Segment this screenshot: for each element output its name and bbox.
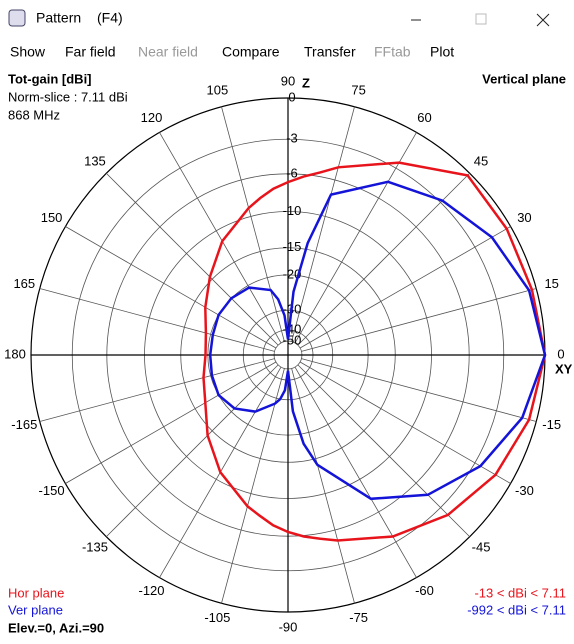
menu-item[interactable]: Plot bbox=[430, 44, 454, 60]
range-label: -13 < dBi < 7.11 bbox=[474, 585, 566, 600]
angle-tick-label: 150 bbox=[41, 210, 63, 225]
app-icon bbox=[8, 9, 26, 27]
angle-tick-label: -60 bbox=[415, 583, 434, 598]
pattern-line bbox=[208, 180, 547, 501]
angle-tick-label: -15 bbox=[542, 417, 561, 432]
angle-tick-label: -120 bbox=[138, 583, 164, 598]
footer: Elev.=0, Azi.=90 bbox=[8, 620, 104, 635]
angle-tick-label: 165 bbox=[13, 276, 35, 291]
menu-item: Near field bbox=[138, 44, 198, 60]
legend-entry: Hor plane bbox=[8, 585, 64, 600]
plane-label: Vertical plane bbox=[482, 71, 566, 86]
pattern-line bbox=[202, 161, 547, 542]
legend-entry: Ver plane bbox=[8, 602, 63, 617]
grid-spoke bbox=[65, 226, 277, 349]
chart-title: Tot-gain [dBi] bbox=[8, 71, 92, 86]
grid-spoke bbox=[294, 366, 417, 578]
grid-spoke bbox=[299, 226, 511, 349]
angle-tick-label: -165 bbox=[11, 417, 37, 432]
angle-tick-label: 0 bbox=[557, 346, 564, 361]
angle-tick-label: 60 bbox=[417, 110, 431, 125]
ring-tick-label: -15 bbox=[283, 239, 302, 254]
axis-label: Z bbox=[302, 75, 310, 90]
angle-tick-label: -105 bbox=[204, 610, 230, 625]
ring-tick-label: -3 bbox=[286, 131, 298, 146]
angle-tick-label: 15 bbox=[544, 276, 558, 291]
ring-tick-label: -6 bbox=[286, 165, 298, 180]
grid-spoke bbox=[291, 368, 355, 604]
window-title: Pattern bbox=[36, 10, 81, 26]
grid-spoke bbox=[221, 106, 285, 342]
menu-item: FFtab bbox=[374, 44, 411, 60]
grid-spoke bbox=[65, 361, 277, 484]
grid-spoke bbox=[39, 358, 275, 422]
angle-tick-label: 75 bbox=[351, 83, 365, 98]
grid-spoke bbox=[301, 358, 537, 422]
grid-spoke bbox=[39, 288, 275, 352]
axis-label: XY bbox=[555, 361, 573, 376]
grid-spoke bbox=[297, 364, 471, 538]
grid-spoke bbox=[159, 132, 282, 344]
angle-tick-label: 105 bbox=[206, 83, 228, 98]
grid-spoke bbox=[294, 132, 417, 344]
menu-item[interactable]: Transfer bbox=[304, 44, 356, 60]
grid-spoke bbox=[299, 361, 511, 484]
menu-item[interactable]: Far field bbox=[65, 44, 116, 60]
grid-spoke bbox=[105, 364, 279, 538]
info-line: 868 MHz bbox=[8, 107, 60, 122]
menu-item[interactable]: Show bbox=[10, 44, 46, 60]
menu-item[interactable]: Compare bbox=[222, 44, 280, 60]
angle-tick-label: 120 bbox=[141, 110, 163, 125]
menu-bar bbox=[0, 36, 574, 68]
angle-tick-label: 45 bbox=[474, 153, 488, 168]
grid-spoke bbox=[301, 288, 537, 352]
title-bar bbox=[0, 0, 574, 36]
angle-tick-label: 135 bbox=[84, 153, 106, 168]
angle-tick-label: -90 bbox=[279, 619, 298, 634]
ring-tick-label: 0 bbox=[288, 89, 295, 104]
polar-plot: 0153045607590105120135150165180-165-150-… bbox=[4, 73, 573, 634]
angle-tick-label: 30 bbox=[517, 210, 531, 225]
menu: Show Far field Near field Compare Transfer FF… bbox=[10, 44, 454, 60]
angle-tick-label: -75 bbox=[349, 610, 368, 625]
angle-tick-label: -135 bbox=[82, 539, 108, 554]
angle-tick-label: -150 bbox=[39, 483, 65, 498]
angle-tick-label: 90 bbox=[281, 73, 295, 88]
range-label: -992 < dBi < 7.11 bbox=[467, 602, 566, 617]
grid-spoke bbox=[221, 368, 285, 604]
angle-tick-label: -30 bbox=[515, 483, 534, 498]
ring-tick-label: -50 bbox=[283, 332, 302, 347]
angle-tick-label: -45 bbox=[472, 539, 491, 554]
ring-tick-label: -10 bbox=[283, 203, 302, 218]
angle-tick-label: 180 bbox=[4, 346, 26, 361]
info-line: Norm-slice : 7.11 dBi bbox=[8, 89, 128, 104]
grid-spoke bbox=[297, 172, 471, 346]
grid-spoke bbox=[105, 172, 279, 346]
close-button[interactable] bbox=[536, 13, 550, 27]
grid-spoke bbox=[291, 106, 355, 342]
window-shortcut: (F4) bbox=[97, 10, 123, 26]
maximize-button bbox=[475, 13, 487, 25]
